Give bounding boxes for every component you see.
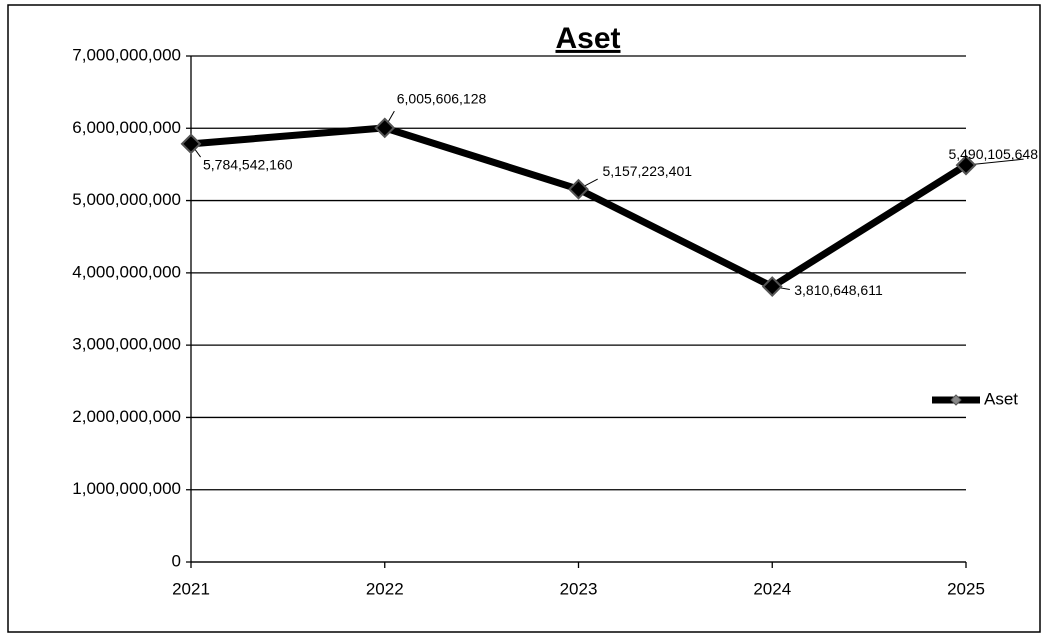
legend-marker (950, 394, 962, 406)
leader-line (965, 158, 1024, 166)
data-point (955, 154, 977, 176)
y-tick-label: 6,000,000,000 (72, 118, 181, 137)
y-tick-label: 1,000,000,000 (72, 479, 181, 498)
data-point (374, 117, 396, 139)
legend-label: Aset (984, 389, 1018, 408)
y-tick-label: 5,000,000,000 (72, 190, 181, 209)
chart-border (7, 4, 1041, 633)
x-tick-label: 2024 (753, 579, 791, 598)
data-point (761, 276, 783, 297)
y-tick-label: 0 (172, 551, 181, 570)
data-label: 5,490,105,648 (948, 146, 1038, 162)
data-label: 5,784,542,160 (203, 157, 293, 173)
data-label: 3,810,648,611 (794, 282, 883, 298)
data-label: 6,005,606,128 (397, 91, 487, 107)
data-point (180, 133, 202, 155)
chart-title: Aset (555, 22, 620, 55)
x-tick-label: 2023 (560, 579, 598, 598)
y-tick-label: 7,000,000,000 (72, 45, 181, 64)
y-tick-label: 4,000,000,000 (72, 262, 181, 281)
y-tick-label: 3,000,000,000 (72, 335, 181, 354)
data-point (568, 178, 589, 200)
x-tick-label: 2025 (947, 579, 985, 598)
x-tick-label: 2022 (366, 579, 404, 598)
data-label: 5,157,223,401 (603, 163, 693, 179)
y-tick-label: 2,000,000,000 (72, 407, 181, 426)
x-tick-label: 2021 (172, 579, 210, 598)
